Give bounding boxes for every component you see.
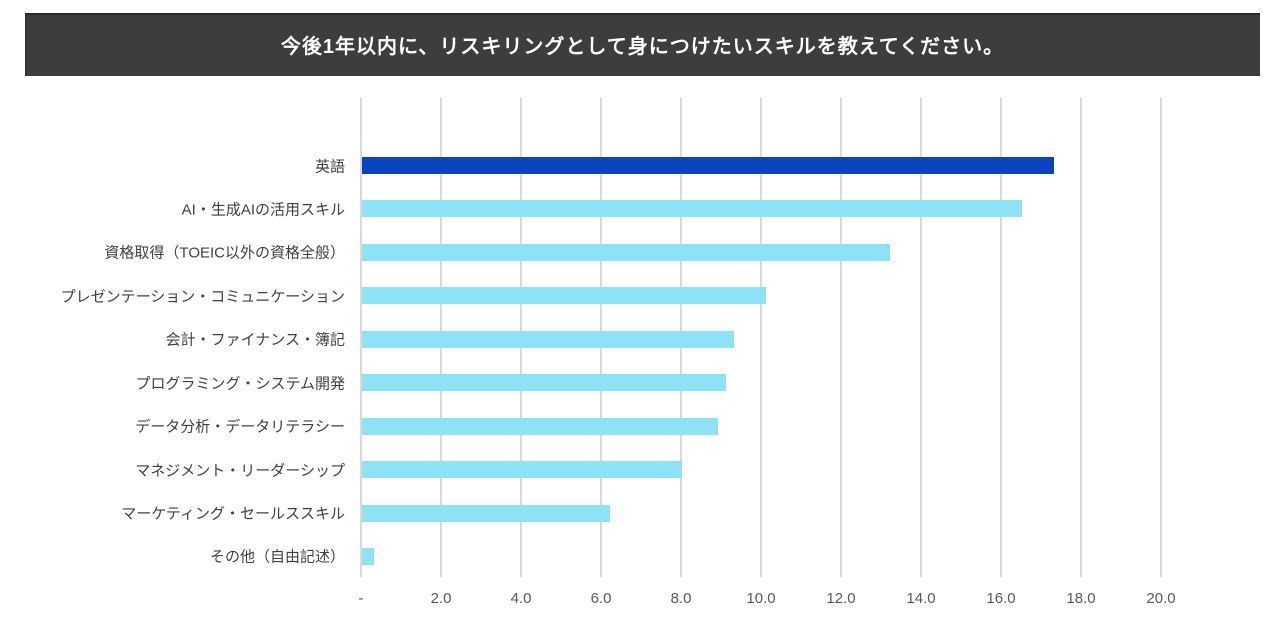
x-axis-tick-label: 14.0 — [906, 590, 936, 607]
gridline — [840, 98, 842, 577]
gridline — [1160, 98, 1162, 577]
x-axis-tick-label: 20.0 — [1146, 590, 1176, 607]
bar — [362, 157, 1054, 174]
gridline — [920, 98, 922, 577]
x-axis-tick-label: 12.0 — [826, 590, 856, 607]
gridline — [1000, 98, 1002, 577]
category-label: マーケティング・セールススキル — [121, 505, 345, 523]
question-title: 今後1年以内に、リスキリングとして身につけたいスキルを教えてください。 — [280, 36, 1005, 58]
x-axis-tick-label: 2.0 — [430, 590, 452, 607]
x-axis-tick-label: 4.0 — [510, 590, 532, 607]
x-axis-tick-label: - — [358, 590, 364, 607]
gridline — [760, 98, 762, 577]
category-label: マネジメント・リーダーシップ — [135, 462, 345, 480]
category-label: 会計・ファイナンス・簿記 — [165, 331, 345, 349]
x-axis-tick-label: 18.0 — [1066, 590, 1096, 607]
category-label: プログラミング・システム開発 — [135, 375, 345, 393]
bar — [362, 461, 682, 479]
gridline — [360, 98, 362, 577]
bar — [362, 330, 734, 348]
bar — [362, 243, 890, 261]
category-labels-column: 英語 AI・生成AIの活用スキル資格取得（TOEIC以外の資格全般） プレゼンテーシ… — [0, 0, 345, 632]
gridline — [1080, 98, 1082, 577]
bar — [362, 504, 610, 522]
bar — [362, 374, 726, 392]
category-label: AI・生成AIの活用スキル — [181, 201, 345, 219]
x-axis-tick-label: 16.0 — [986, 590, 1016, 607]
category-label: その他（自由記述） — [209, 548, 345, 566]
plot-area: - 2.0 4.0 6.0 8.0 10.0 12.0 14.0 16.0 18.0 20.0 — [359, 98, 1176, 607]
x-axis-tick-label: 6.0 — [590, 590, 612, 607]
bar — [362, 287, 766, 305]
bar — [362, 547, 374, 565]
x-axis-tick-label: 10.0 — [746, 590, 776, 607]
question-header-banner: 今後1年以内に、リスキリングとして身につけたいスキルを教えてください。 — [25, 13, 1260, 76]
category-label: 資格取得（TOEIC以外の資格全般） — [104, 244, 345, 262]
category-label: プレゼンテーション・コミュニケーション — [60, 288, 345, 306]
category-label: データ分析・データリテラシー — [135, 418, 345, 436]
category-label: 英語 — [314, 158, 345, 175]
x-axis-tick-label: 8.0 — [670, 590, 692, 607]
bar — [362, 417, 718, 435]
bar — [362, 200, 1022, 218]
